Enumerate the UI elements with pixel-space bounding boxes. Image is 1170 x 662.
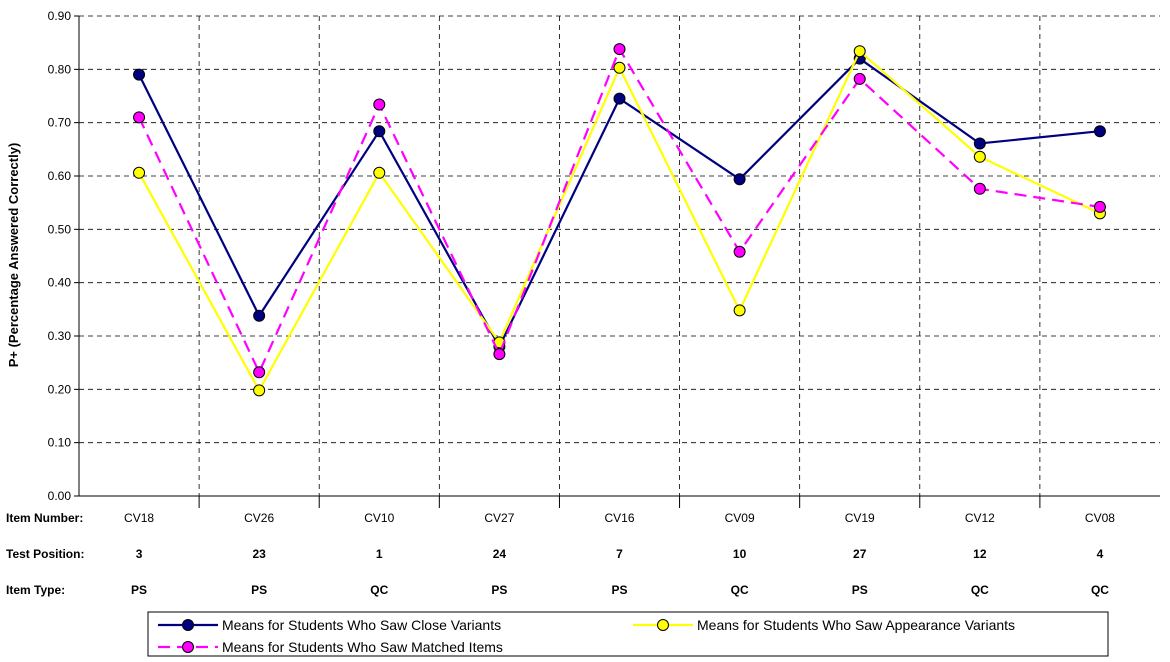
series-3-point <box>733 245 746 258</box>
item-number-label: CV10 <box>364 511 394 525</box>
legend-swatch-marker-2 <box>657 619 669 631</box>
y-tick-label: 0.10 <box>48 436 72 450</box>
item-type-label: PS <box>491 583 507 597</box>
y-tick-label: 0.30 <box>48 329 72 343</box>
test-position-label: 10 <box>733 547 747 561</box>
legend-label-1: Means for Students Who Saw Close Variant… <box>222 617 501 633</box>
test-position-label: 27 <box>853 547 867 561</box>
test-position-label: 7 <box>616 547 623 561</box>
y-tick-label: 0.50 <box>48 222 72 236</box>
item-number-label: CV16 <box>604 511 634 525</box>
legend-swatch-marker-1 <box>182 619 194 631</box>
y-tick-label: 0.00 <box>48 489 72 503</box>
item-number-label: CV27 <box>484 511 514 525</box>
test-position-label: 24 <box>493 547 507 561</box>
item-type-label: QC <box>1091 583 1109 597</box>
series-3-point <box>253 366 266 379</box>
item-number-label: CV18 <box>124 511 154 525</box>
item-number-label: CV12 <box>965 511 995 525</box>
series-3-point <box>853 72 866 85</box>
item-number-label: CV19 <box>845 511 875 525</box>
item-type-label: PS <box>852 583 868 597</box>
item-type-label: PS <box>611 583 627 597</box>
y-tick-label: 0.70 <box>48 116 72 130</box>
y-tick-labels: 0.00 0.10 0.20 0.30 0.40 0.50 0.60 0.70 0.80 0.90 <box>48 9 72 503</box>
legend-label-3: Means for Students Who Saw Matched Items <box>222 639 503 655</box>
row-label-item-type: Item Type: <box>6 583 65 597</box>
grid-lines <box>79 15 1160 496</box>
axes <box>74 15 1160 508</box>
row-label-item-number: Item Number: <box>6 511 83 525</box>
series-1-point <box>613 92 626 105</box>
series <box>133 43 1106 397</box>
test-position-label: 4 <box>1097 547 1104 561</box>
series-1-point <box>1093 125 1106 138</box>
series-3-point <box>613 43 626 56</box>
legend: Means for Students Who Saw Close Variant… <box>147 611 1109 657</box>
item-type-label: PS <box>131 583 147 597</box>
item-number-label: CV08 <box>1085 511 1115 525</box>
item-type-label: QC <box>731 583 749 597</box>
legend-box <box>147 611 1109 657</box>
item-type-label: QC <box>370 583 388 597</box>
series-2-point <box>253 384 266 397</box>
series-2-point <box>853 45 866 58</box>
series-2-point <box>133 166 146 179</box>
item-type-label: PS <box>251 583 267 597</box>
series-1-point <box>733 173 746 186</box>
y-tick-label: 0.20 <box>48 382 72 396</box>
item-type-label: QC <box>971 583 989 597</box>
series-3-point <box>973 182 986 195</box>
series-3-point <box>493 348 506 361</box>
series-1-point <box>973 137 986 150</box>
row-label-test-position: Test Position: <box>6 547 84 561</box>
y-tick-label: 0.90 <box>48 9 72 23</box>
test-position-label: 1 <box>376 547 383 561</box>
item-number-label: CV09 <box>725 511 755 525</box>
category-rows: Item Number: Test Position: Item Type: CV18… <box>6 511 1115 597</box>
y-tick-label: 0.80 <box>48 62 72 76</box>
series-2-point <box>733 304 746 317</box>
series-3-point <box>1093 200 1106 213</box>
legend-swatch-marker-3 <box>182 641 194 653</box>
y-axis-label: P+ (Percentage Answered Correctly) <box>6 143 21 368</box>
series-1-point <box>373 125 386 138</box>
test-position-label: 23 <box>252 547 266 561</box>
item-number-label: CV26 <box>244 511 274 525</box>
series-2-point <box>613 61 626 74</box>
series-3-point <box>373 98 386 111</box>
test-position-label: 12 <box>973 547 987 561</box>
series-1-point <box>133 68 146 81</box>
series-2-point <box>373 166 386 179</box>
series-1-point <box>253 309 266 322</box>
test-position-label: 3 <box>136 547 143 561</box>
y-tick-label: 0.60 <box>48 169 72 183</box>
series-3-point <box>133 111 146 124</box>
series-2-point <box>973 150 986 163</box>
legend-label-2: Means for Students Who Saw Appearance Va… <box>697 617 1015 633</box>
y-tick-label: 0.40 <box>48 276 72 290</box>
